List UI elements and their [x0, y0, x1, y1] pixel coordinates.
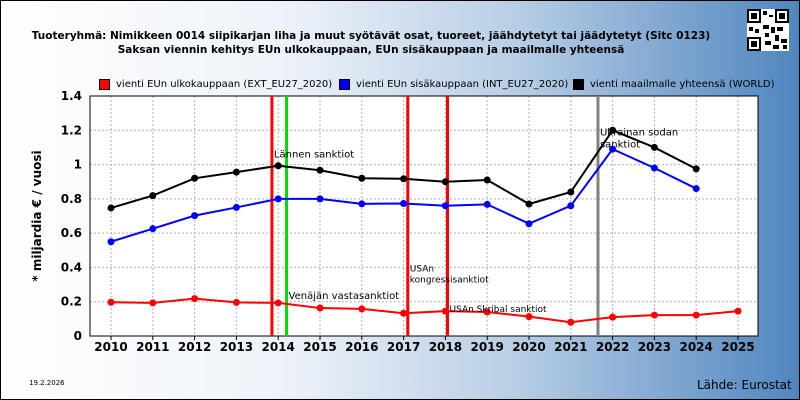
chart-source: Lähde: Eurostat	[697, 378, 792, 392]
data-point-2	[149, 192, 157, 200]
legend-item-world: vienti maailmalle yhteensä (WORLD)	[573, 77, 775, 91]
data-point-1	[232, 203, 240, 211]
legend-label-int: vienti EUn sisäkauppaan (INT_EU27_2020)	[356, 78, 569, 90]
data-point-1	[609, 145, 617, 153]
x-tick-label: 2010	[94, 340, 127, 354]
x-tick-label: 2018	[429, 340, 462, 354]
x-tick-label: 2025	[721, 340, 754, 354]
annotation-label: kongressisanktiot	[410, 276, 489, 286]
legend-label-ext: vienti EUn ulkokauppaan (EXT_EU27_2020)	[116, 78, 333, 90]
chart-title-line2: Saksan viennin kehitys EUn ulkokauppaan,…	[117, 44, 625, 56]
series-line-0	[110, 297, 739, 324]
data-point-1	[358, 200, 366, 208]
y-tick-label: 1.4	[61, 89, 82, 103]
legend-swatch-blue	[339, 78, 350, 90]
data-point-0	[692, 311, 700, 319]
data-point-2	[692, 165, 700, 173]
x-tick-label: 2016	[345, 340, 378, 354]
data-point-2	[567, 188, 575, 196]
data-point-0	[358, 305, 366, 313]
data-point-2	[609, 126, 617, 134]
x-tick-label: 2023	[638, 340, 671, 354]
data-point-1	[650, 164, 658, 172]
x-tick-label: 2012	[178, 340, 211, 354]
data-point-1	[149, 225, 157, 233]
x-tick-label: 2022	[596, 340, 629, 354]
data-point-1	[692, 185, 700, 193]
data-point-2	[316, 166, 324, 174]
legend-swatch-red	[99, 78, 110, 90]
chart-date: 19.2.2026	[29, 379, 65, 387]
y-tick-label: 1.2	[61, 123, 82, 137]
qr-code-icon	[747, 9, 789, 51]
data-point-1	[567, 202, 575, 210]
data-point-2	[358, 174, 366, 182]
plot-border	[89, 95, 759, 337]
data-point-0	[232, 298, 240, 306]
y-tick-label: 0.2	[61, 295, 82, 309]
data-point-1	[441, 202, 449, 210]
annotation-label: Lännen sanktiot	[274, 150, 354, 161]
data-point-0	[525, 313, 533, 321]
data-point-0	[567, 318, 575, 326]
data-point-2	[483, 176, 491, 184]
y-tick-label: 0.8	[61, 192, 82, 206]
annotation-label: Ukrainan sodan	[600, 127, 678, 138]
data-point-1	[191, 212, 199, 220]
legend-swatch-black	[573, 78, 584, 90]
y-tick-label: 0	[74, 329, 82, 343]
y-tick-label: 0.4	[61, 260, 82, 274]
chart-title-line1: Tuoteryhmä: Nimikkeen 0014 siipikarjan l…	[31, 30, 711, 42]
data-point-2	[274, 162, 282, 170]
x-tick-label: 2019	[470, 340, 503, 354]
data-point-1	[274, 195, 282, 203]
data-point-2	[107, 204, 115, 212]
data-point-0	[316, 304, 324, 312]
data-point-2	[650, 143, 658, 151]
data-point-0	[400, 309, 408, 317]
x-tick-label: 2021	[554, 340, 587, 354]
x-tick-label: 2015	[303, 340, 336, 354]
y-tick-label: 0.6	[61, 226, 82, 240]
data-point-0	[609, 313, 617, 321]
x-tick-label: 2013	[220, 340, 253, 354]
data-point-0	[107, 298, 115, 306]
annotation-label: Venäjän vastasanktiot	[289, 291, 400, 302]
x-tick-label: 2011	[136, 340, 169, 354]
y-axis-label: * miljardia € / vuosi	[30, 150, 44, 281]
data-point-0	[149, 299, 157, 307]
data-point-0	[650, 311, 658, 319]
data-point-1	[525, 220, 533, 228]
x-tick-label: 2020	[512, 340, 545, 354]
data-point-1	[483, 200, 491, 208]
data-point-2	[232, 168, 240, 176]
annotation-label: USAn Skribal sanktiot	[449, 305, 547, 315]
x-tick-label: 2017	[387, 340, 420, 354]
data-point-1	[316, 195, 324, 203]
data-point-2	[191, 174, 199, 182]
data-point-1	[400, 199, 408, 207]
y-tick-label: 1	[74, 158, 82, 172]
x-tick-label: 2024	[679, 340, 712, 354]
data-point-0	[191, 295, 199, 303]
data-point-1	[107, 238, 115, 246]
data-point-0	[734, 307, 742, 315]
data-point-2	[441, 178, 449, 186]
data-point-2	[525, 200, 533, 208]
annotation-label: sanktiot	[600, 139, 640, 150]
legend-item-ext: vienti EUn ulkokauppaan (EXT_EU27_2020)	[99, 77, 332, 91]
data-point-0	[441, 307, 449, 315]
legend-item-int: vienti EUn sisäkauppaan (INT_EU27_2020)	[339, 77, 568, 91]
x-tick-label: 2014	[261, 340, 294, 354]
data-point-0	[274, 299, 282, 307]
annotation-label: USAn	[410, 265, 434, 275]
legend-label-world: vienti maailmalle yhteensä (WORLD)	[590, 78, 775, 90]
data-point-0	[483, 308, 491, 316]
plot-area	[90, 96, 758, 336]
data-point-2	[400, 175, 408, 183]
